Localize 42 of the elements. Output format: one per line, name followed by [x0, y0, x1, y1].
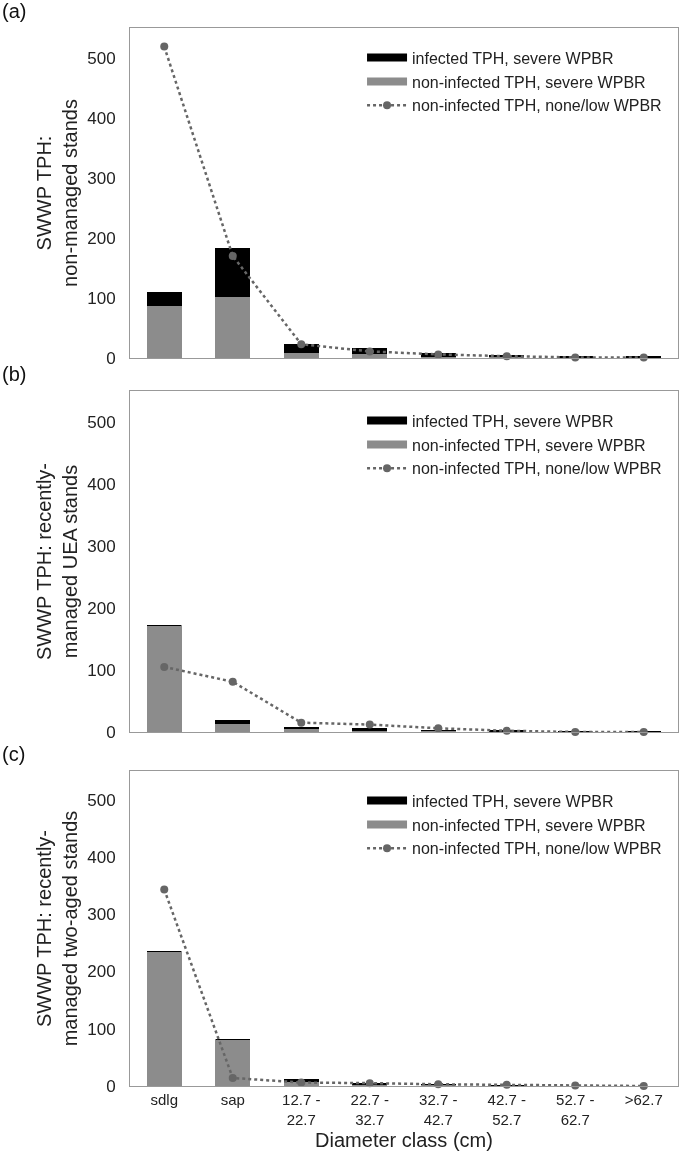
y-tick-label: 300 [87, 168, 116, 188]
legend-label: non-infected TPH, severe WPBR [412, 816, 646, 834]
x-tick-label: >62.7 [624, 1091, 663, 1108]
x-tick-label: sap [220, 1091, 245, 1108]
legend-label: non-infected TPH, none/low WPBR [412, 840, 662, 858]
x-tick-label: 12.7 - 22.7 [282, 1091, 321, 1128]
legend-label: non-infected TPH, severe WPBR [412, 73, 646, 91]
y-tick-label: 400 [87, 847, 116, 867]
y-tick-label: 400 [87, 474, 116, 494]
y-tick-label: 500 [87, 48, 116, 68]
x-tick-label: 32.7 - 42.7 [419, 1091, 458, 1128]
y-tick-label: 300 [87, 536, 116, 556]
y-tick-label: 300 [87, 905, 116, 925]
x-tick-label: 22.7 - 32.7 [350, 1091, 389, 1128]
legend-label: non-infected TPH, severe WPBR [412, 436, 646, 454]
y-tick-label: 0 [106, 348, 116, 368]
legend-label: non-infected TPH, none/low WPBR [412, 460, 662, 478]
y-axis-title: SWWP TPH: recently- managed two-aged stands [32, 810, 81, 1047]
x-tick-label: 52.7 - 62.7 [556, 1091, 595, 1128]
legend-label: non-infected TPH, none/low WPBR [412, 97, 662, 115]
y-tick-label: 200 [87, 228, 116, 248]
y-axis-title: SWWP TPH: non-managed stands [32, 99, 81, 287]
y-tick-label: 100 [87, 660, 116, 680]
legend-label: infected TPH, severe WPBR [412, 49, 614, 67]
x-tick-label: sdlg [150, 1091, 179, 1108]
y-tick-label: 200 [87, 598, 116, 618]
y-tick-label: 500 [87, 412, 116, 432]
x-tick-label: 42.7 - 52.7 [487, 1091, 526, 1128]
y-tick-label: 500 [87, 790, 116, 810]
chart-title: (b) [2, 363, 27, 385]
y-tick-label: 100 [87, 288, 116, 308]
y-tick-label: 0 [106, 722, 116, 742]
y-tick-label: 400 [87, 108, 116, 128]
x-axis-title: Diameter class (cm) [315, 1129, 493, 1151]
y-axis-title: SWWP TPH: recently- managed UEA stands [32, 462, 81, 661]
y-tick-label: 0 [106, 1076, 116, 1096]
legend-label: infected TPH, severe WPBR [412, 792, 614, 810]
chart-title: (c) [2, 743, 26, 765]
y-tick-label: 100 [87, 1019, 116, 1039]
y-tick-label: 200 [87, 962, 116, 982]
chart-title: (a) [2, 0, 27, 22]
legend-label: infected TPH, severe WPBR [412, 412, 614, 430]
